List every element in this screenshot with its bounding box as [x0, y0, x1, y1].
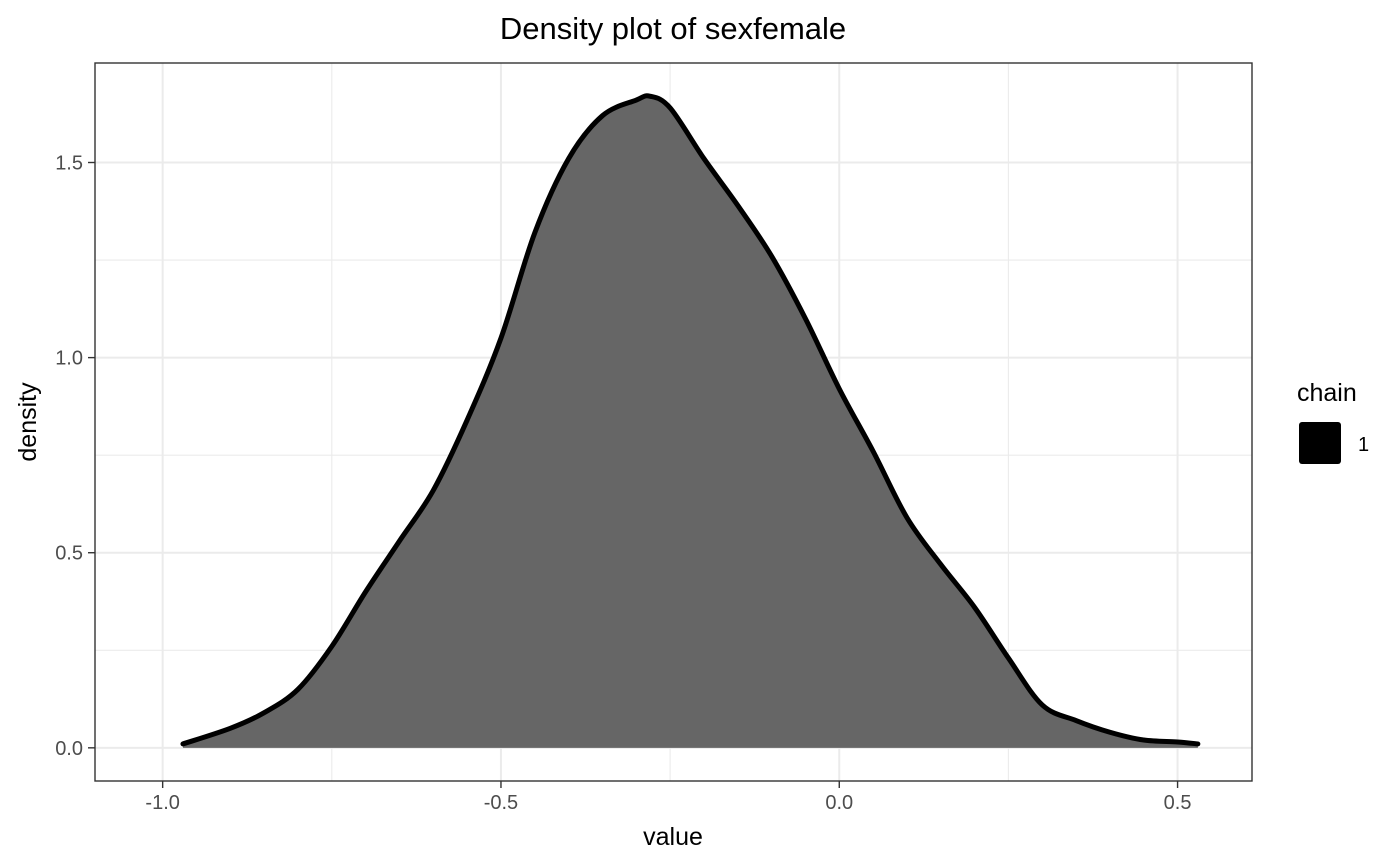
x-tick-label: 0.5	[1164, 792, 1192, 814]
density-area-layer	[180, 93, 1201, 748]
x-axis-title: value	[643, 823, 703, 851]
y-tick-label: 1.0	[55, 348, 83, 370]
x-tick-label: -0.5	[484, 792, 518, 814]
y-tick-label: 1.5	[55, 153, 83, 175]
legend-key-chain-1	[1299, 422, 1341, 464]
legend: chain 1	[1297, 379, 1369, 464]
legend-title: chain	[1297, 379, 1357, 407]
y-tick-label: 0.5	[55, 543, 83, 565]
y-tick-label: 0.0	[55, 738, 83, 760]
density-line	[180, 93, 1201, 747]
legend-label-chain-1: 1	[1358, 434, 1369, 456]
x-tick-label: -1.0	[145, 792, 179, 814]
axis-ticks: -1.0 -0.5 0.0 0.5 0.0 0.5 1.0 1.5	[55, 153, 1191, 814]
y-axis-title: density	[14, 382, 42, 462]
chart-title: Density plot of sexfemale	[500, 11, 846, 46]
density-area	[182, 95, 1198, 748]
panel-border	[94, 62, 1253, 782]
x-tick-label: 0.0	[825, 792, 853, 814]
